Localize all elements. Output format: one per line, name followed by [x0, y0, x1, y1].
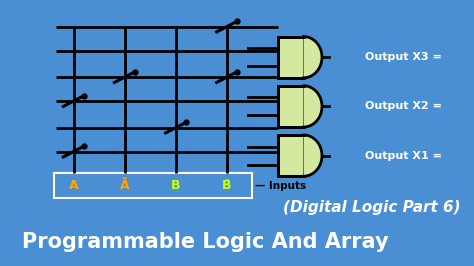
- Text: B̄: B̄: [222, 179, 232, 192]
- Text: B: B: [171, 179, 181, 192]
- Bar: [278, 36, 303, 78]
- Polygon shape: [303, 36, 322, 78]
- Bar: [55, 173, 253, 198]
- Text: — Inputs: — Inputs: [255, 181, 306, 190]
- Text: Output X2 =: Output X2 =: [365, 101, 442, 111]
- Text: Output X1 =: Output X1 =: [365, 151, 442, 161]
- Text: Ā: Ā: [120, 179, 129, 192]
- Text: A: A: [69, 179, 78, 192]
- Bar: [278, 135, 303, 176]
- Bar: [278, 86, 303, 127]
- Text: Output X3 =: Output X3 =: [365, 52, 442, 62]
- Polygon shape: [303, 135, 322, 176]
- Polygon shape: [303, 86, 322, 127]
- Text: Programmable Logic And Array: Programmable Logic And Array: [22, 232, 389, 252]
- Text: (Digital Logic Part 6): (Digital Logic Part 6): [283, 200, 461, 215]
